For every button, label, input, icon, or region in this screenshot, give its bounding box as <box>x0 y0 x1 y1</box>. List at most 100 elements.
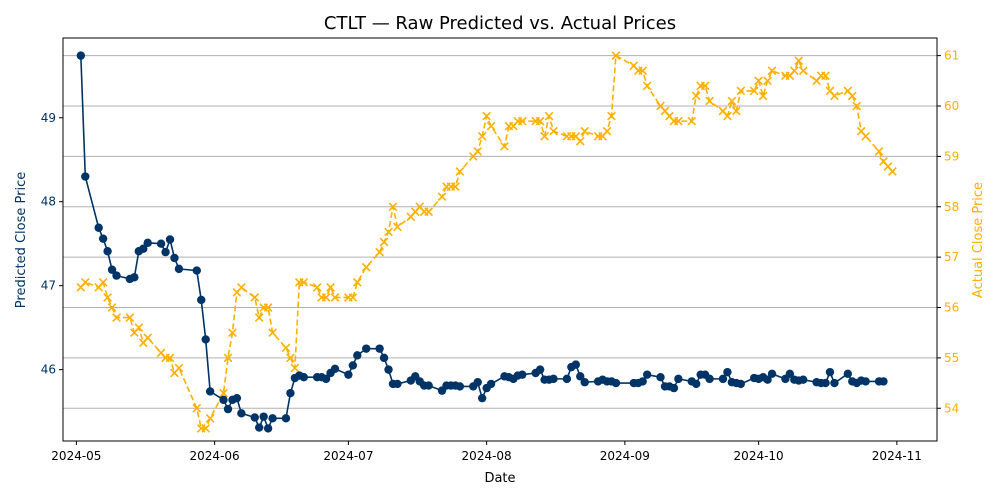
predicted-point <box>393 379 402 389</box>
left-y-axis-ticks: 46 47 48 49 <box>41 111 63 377</box>
predicted-point <box>362 344 371 353</box>
actual-point <box>700 81 710 91</box>
predicted-point <box>165 235 175 244</box>
left-y-tick-label: 46 <box>41 363 56 377</box>
actual-point <box>473 146 483 156</box>
predicted-point <box>76 51 86 60</box>
actual-point <box>888 167 897 176</box>
predicted-point <box>250 413 259 422</box>
predicted-point <box>825 367 835 377</box>
chart-title: CTLT — Raw Predicted vs. Actual Prices <box>324 13 676 34</box>
actual-point <box>299 277 309 287</box>
predicted-point <box>486 379 496 389</box>
actual-point <box>767 66 777 76</box>
predicted-point <box>723 367 732 377</box>
x-tick-label: 2024-06 <box>190 449 240 463</box>
left-y-tick-label: 47 <box>41 279 56 293</box>
actual-point <box>134 323 144 333</box>
predicted-point <box>843 369 853 379</box>
predicted-point <box>669 383 679 393</box>
actual-point <box>388 202 398 212</box>
actual-point <box>549 126 558 136</box>
predicted-point <box>255 423 264 432</box>
actual-point <box>268 328 277 338</box>
right-y-tick-label: 59 <box>944 149 959 163</box>
predicted-point <box>268 414 277 423</box>
predicted-point <box>353 351 362 360</box>
x-axis-label: Date <box>484 471 515 486</box>
predicted-point <box>571 360 581 369</box>
right-y-tick-label: 60 <box>944 99 959 113</box>
actual-point <box>821 71 830 81</box>
predicted-point <box>299 372 308 382</box>
predicted-point <box>232 393 242 403</box>
predicted-point <box>219 395 228 405</box>
predicted-point <box>799 375 808 384</box>
actual-point <box>830 91 839 101</box>
actual-point <box>437 192 447 202</box>
actual-point <box>687 116 697 126</box>
actual-point <box>602 126 612 136</box>
actual-point <box>348 293 358 302</box>
actual-point <box>312 282 322 292</box>
predicted-point <box>562 374 572 384</box>
actual-point <box>237 282 246 292</box>
predicted-point <box>174 264 184 274</box>
actual-point <box>731 106 741 116</box>
actual-point <box>749 86 759 96</box>
predicted-point <box>830 378 839 388</box>
actual-point <box>500 141 509 151</box>
predicted-point <box>611 378 621 388</box>
actual-point <box>103 293 112 302</box>
predicted-point <box>81 172 90 181</box>
actual-point <box>736 86 746 96</box>
right-y-tick-label: 55 <box>944 351 959 365</box>
actual-point <box>874 146 884 156</box>
actual-point <box>727 96 737 106</box>
predicted-point <box>223 404 233 414</box>
actual-point <box>281 343 291 353</box>
predicted-point <box>281 414 291 423</box>
predicted-point <box>424 381 433 390</box>
x-axis-ticks: 2024-05 2024-06 2024-07 2024-08 2024-09 2024-… <box>51 441 922 463</box>
right-y-tick-label: 57 <box>944 250 959 264</box>
actual-series <box>76 51 897 433</box>
predicted-series <box>76 51 888 433</box>
predicted-point <box>107 265 117 274</box>
x-tick-label: 2024-07 <box>323 449 373 463</box>
predicted-point <box>518 370 527 379</box>
actual-point <box>540 131 549 141</box>
actual-point <box>361 262 371 272</box>
predicted-point <box>384 365 393 374</box>
predicted-point <box>170 253 179 263</box>
actual-point <box>486 121 496 131</box>
predicted-point <box>638 377 647 386</box>
predicted-point <box>705 374 714 384</box>
predicted-point <box>161 247 170 257</box>
predicted-point <box>821 378 830 388</box>
predicted-point <box>549 374 558 384</box>
predicted-point <box>348 361 358 370</box>
actual-point <box>192 403 202 413</box>
actual-point <box>107 303 117 312</box>
x-tick-label: 2024-08 <box>462 449 512 463</box>
predicted-point <box>477 393 487 403</box>
actual-point <box>174 363 184 373</box>
actual-point <box>330 293 340 302</box>
predicted-point <box>861 377 870 386</box>
actual-point <box>691 91 701 101</box>
predicted-line <box>80 55 884 431</box>
actual-point <box>847 91 857 101</box>
actual-point <box>165 353 175 363</box>
actual-point <box>705 96 714 106</box>
predicted-point <box>156 239 166 248</box>
actual-point <box>326 282 335 292</box>
x-tick-label: 2024-10 <box>734 449 784 463</box>
actual-point <box>455 167 465 176</box>
predicted-point <box>692 379 701 389</box>
actual-point <box>535 116 545 126</box>
predicted-point <box>656 372 665 382</box>
grid-lines <box>63 55 937 409</box>
predicted-point <box>455 382 465 391</box>
